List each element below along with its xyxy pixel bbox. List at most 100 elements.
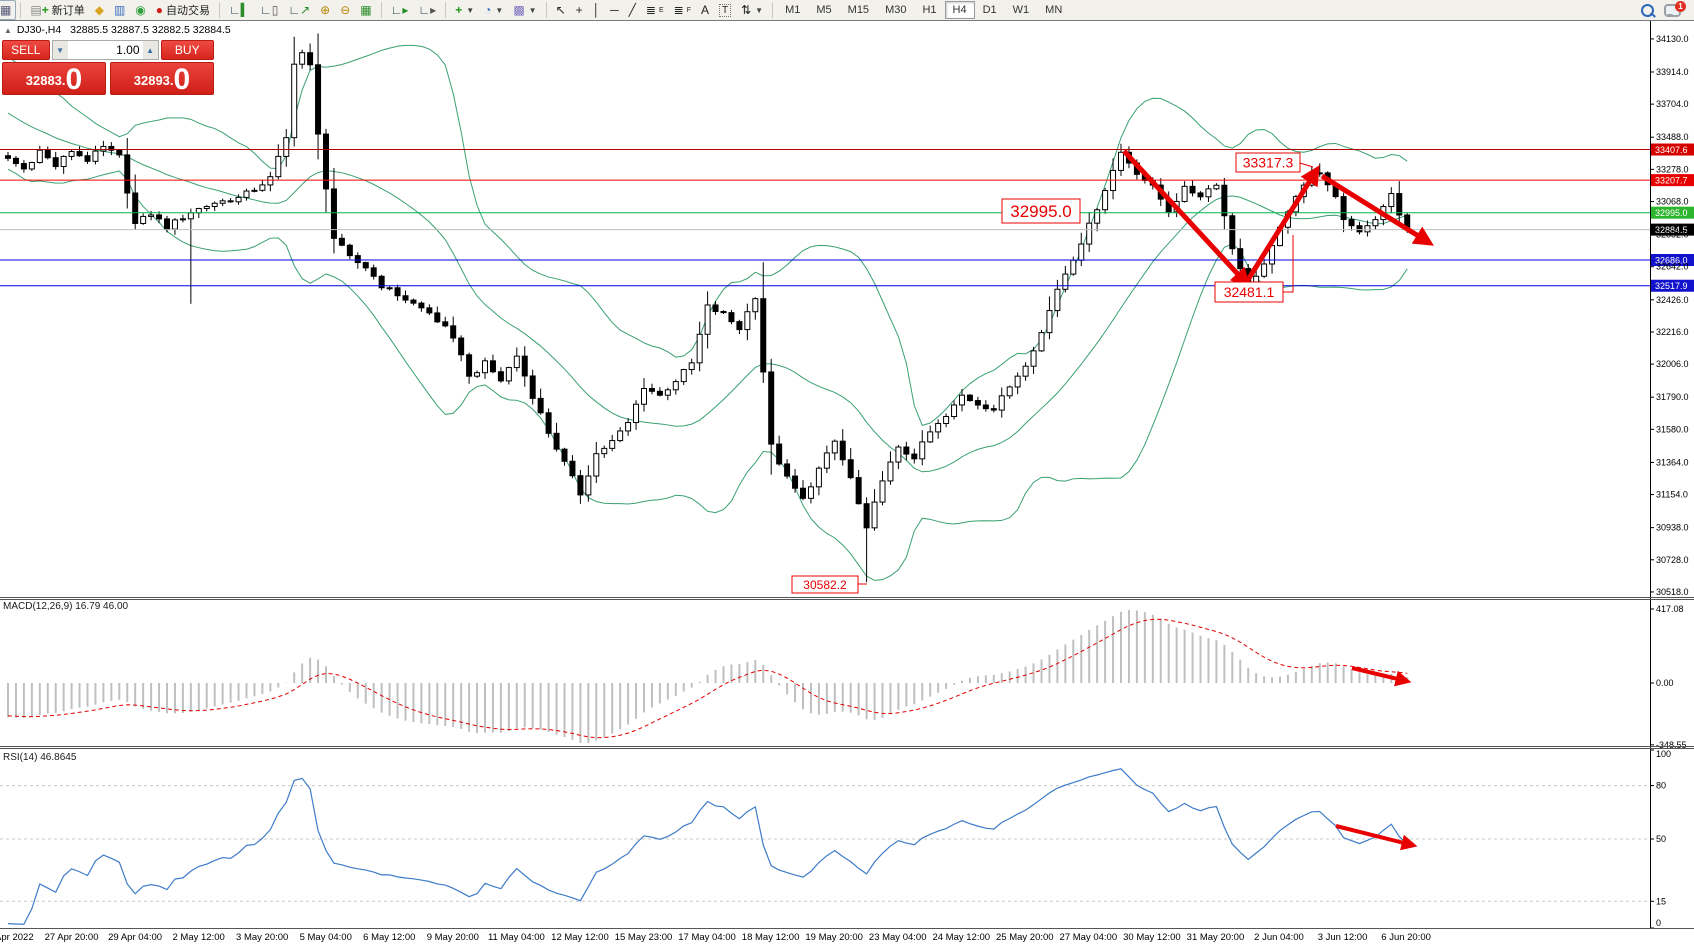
new-order-button[interactable]: ▤+ 新订单 [30, 3, 85, 17]
svg-text:2 May 12:00: 2 May 12:00 [173, 932, 225, 943]
vertical-line-icon[interactable]: │ [592, 3, 601, 17]
rsi-label: RSI(14) 46.8645 [3, 752, 77, 763]
svg-text:32006.0: 32006.0 [1656, 359, 1689, 369]
svg-text:30938.0: 30938.0 [1656, 523, 1689, 533]
svg-text:31 May 20:00: 31 May 20:00 [1187, 932, 1245, 943]
svg-text:24 May 12:00: 24 May 12:00 [932, 932, 990, 943]
svg-text:25 May 20:00: 25 May 20:00 [996, 932, 1054, 943]
svg-text:32426.0: 32426.0 [1656, 295, 1689, 305]
separator [20, 2, 22, 18]
svg-text:30518.0: 30518.0 [1656, 587, 1689, 597]
svg-text:31790.0: 31790.0 [1656, 392, 1689, 402]
svg-text:27 May 04:00: 27 May 04:00 [1060, 932, 1118, 943]
svg-text:26 Apr 2022: 26 Apr 2022 [0, 932, 34, 943]
one-click-trading-panel: SELL ▼ ▲ BUY 32883.0 32893.0 [2, 40, 214, 95]
svg-text:32481.1: 32481.1 [1224, 284, 1275, 300]
sell-button[interactable]: SELL [2, 40, 50, 60]
svg-text:33914.0: 33914.0 [1656, 67, 1689, 77]
volume-up-button[interactable]: ▲ [142, 41, 158, 59]
separator [380, 2, 382, 18]
equidistant-channel-icon[interactable]: ≣ E [645, 3, 664, 17]
tab-w1[interactable]: W1 [1012, 4, 1030, 16]
text-label-icon[interactable]: T [714, 0, 736, 20]
arrows-tool-icon[interactable]: ⇅ ▼ [741, 3, 764, 17]
fibonacci-icon[interactable]: ≣ F [673, 3, 691, 17]
svg-text:11 May 04:00: 11 May 04:00 [488, 932, 545, 943]
svg-text:32852.0: 32852.0 [1656, 230, 1689, 240]
horizontal-line-icon[interactable]: ─ [610, 3, 619, 17]
svg-text:15: 15 [1656, 896, 1666, 906]
notification-badge: 1 [1675, 0, 1686, 12]
line-chart-icon[interactable]: ∟↗ [288, 3, 311, 17]
chat-icon[interactable]: 1 [1659, 0, 1686, 20]
svg-text:33317.3: 33317.3 [1243, 155, 1294, 171]
svg-text:5 May 04:00: 5 May 04:00 [300, 932, 352, 943]
svg-text:6 May 12:00: 6 May 12:00 [363, 932, 415, 943]
svg-text:30 May 12:00: 30 May 12:00 [1123, 932, 1181, 943]
svg-text:50: 50 [1656, 834, 1666, 844]
crosshair-icon[interactable]: + [575, 3, 583, 17]
sell-price-button[interactable]: 32883. 0 [2, 62, 106, 95]
autotrading-icon: ● [155, 3, 164, 17]
volume-input[interactable] [67, 41, 143, 59]
svg-text:32995.0: 32995.0 [1655, 208, 1688, 218]
zoom-in-icon[interactable]: ⊕ [320, 3, 331, 17]
autotrading-button[interactable]: ● 自动交易 [155, 3, 211, 17]
auto-scroll-icon[interactable]: ∟▸ [390, 3, 409, 17]
svg-text:19 May 20:00: 19 May 20:00 [805, 932, 863, 943]
bar-chart-icon[interactable]: ∟▍ [229, 3, 250, 17]
svg-text:33207.7: 33207.7 [1655, 176, 1688, 186]
tab-m5[interactable]: M5 [816, 4, 832, 16]
buy-button[interactable]: BUY [160, 40, 214, 60]
tab-m1[interactable]: M1 [785, 4, 801, 16]
svg-text:32995.0: 32995.0 [1010, 202, 1071, 221]
templates-button[interactable]: ▩ ▼ [513, 3, 537, 17]
text-icon[interactable]: A [700, 3, 709, 17]
separator [545, 2, 547, 18]
svg-text:32884.5: 32884.5 [1655, 225, 1688, 235]
trendline-icon[interactable]: ╱ [628, 3, 636, 17]
zoom-out-icon[interactable]: ⊖ [340, 3, 351, 17]
svg-text:80: 80 [1656, 781, 1666, 791]
svg-text:3 Jun 12:00: 3 Jun 12:00 [1318, 932, 1368, 943]
periods-button[interactable]: ◔ ▼ [484, 3, 504, 17]
symbol-ohlc: 32885.5 32887.5 32882.5 32884.5 [70, 24, 231, 36]
symbol-header: ▲ DJ30-,H4 32885.5 32887.5 32882.5 32884… [4, 24, 231, 36]
volume-down-button[interactable]: ▼ [52, 41, 68, 59]
svg-text:31364.0: 31364.0 [1656, 457, 1689, 467]
separator [772, 2, 774, 18]
indicators-button[interactable]: + ▼ [455, 3, 475, 17]
metaeditor-icon[interactable]: ◆ [94, 3, 104, 17]
svg-text:32642.0: 32642.0 [1656, 262, 1689, 272]
svg-text:18 May 12:00: 18 May 12:00 [742, 932, 800, 943]
buy-price-button[interactable]: 32893. 0 [110, 62, 214, 95]
tab-m30[interactable]: M30 [885, 4, 907, 16]
chart-shift-icon[interactable]: ∟▸ [418, 3, 437, 17]
candlestick-chart-icon[interactable]: ∟▯ [260, 3, 279, 17]
search-icon[interactable] [1636, 0, 1659, 20]
market-watch-icon[interactable]: ▥ [113, 3, 126, 17]
svg-text:32517.9: 32517.9 [1655, 281, 1688, 291]
svg-text:32686.0: 32686.0 [1655, 256, 1688, 266]
svg-text:31154.0: 31154.0 [1656, 490, 1688, 500]
svg-text:27 Apr 20:00: 27 Apr 20:00 [45, 932, 99, 943]
svg-text:100: 100 [1656, 749, 1671, 759]
window-chart-icon[interactable]: ▦ [0, 0, 17, 20]
tab-d1[interactable]: D1 [982, 4, 997, 16]
buy-price: 32893. [133, 73, 174, 88]
signals-icon[interactable]: ◉ [135, 3, 146, 17]
cursor-icon[interactable]: ↖ [555, 3, 566, 17]
tab-h1[interactable]: H1 [922, 4, 937, 16]
tab-m15[interactable]: M15 [847, 4, 870, 16]
tile-windows-icon[interactable]: ▦ [360, 3, 372, 17]
svg-text:31580.0: 31580.0 [1656, 424, 1689, 434]
new-order-icon: ▤+ [30, 3, 49, 17]
volume-stepper: ▼ ▲ [51, 40, 159, 60]
svg-text:15 May 23:00: 15 May 23:00 [615, 932, 673, 943]
svg-text:23 May 04:00: 23 May 04:00 [869, 932, 927, 943]
svg-text:33704.0: 33704.0 [1656, 99, 1689, 109]
separator [445, 2, 447, 18]
tab-h4[interactable]: H4 [944, 1, 975, 19]
tab-mn[interactable]: MN [1045, 4, 1063, 16]
